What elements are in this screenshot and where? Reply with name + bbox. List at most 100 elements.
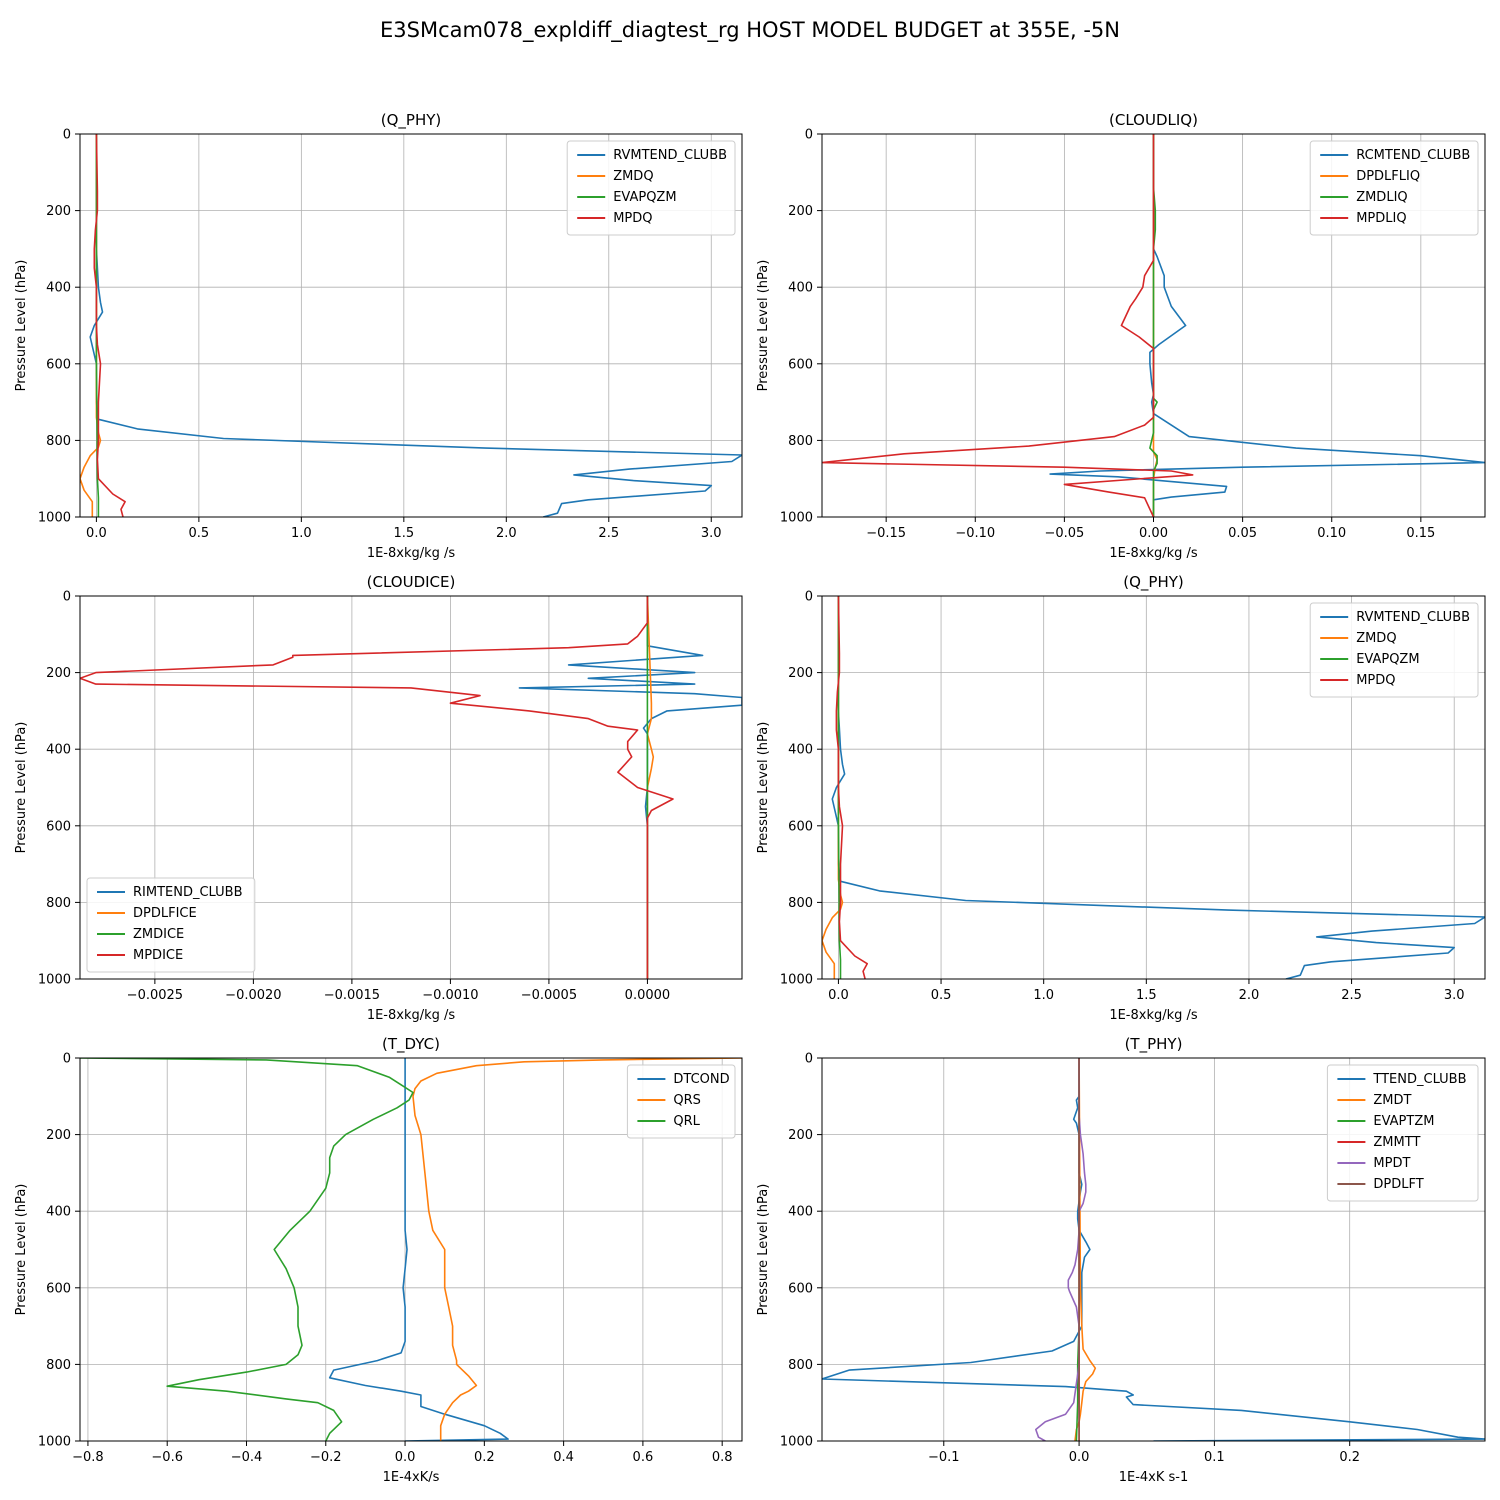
y-tick-label: 1000: [780, 511, 813, 526]
legend-frame: [1309, 140, 1479, 236]
y-tick-label: 0: [805, 590, 813, 605]
legend-label-mpdliq: MPDLIQ: [1356, 211, 1406, 226]
series-line-rimtend-clubb: [518, 596, 742, 979]
y-tick-label: 0: [805, 128, 813, 143]
chart-panel-3: −0.0025 −0.0020 −0.0015 −0.0010 −0.0005 0.000…: [14, 573, 743, 1023]
y-axis-label: Pressure Level (hPa): [756, 722, 771, 854]
y-tick-label: 600: [788, 357, 813, 372]
x-tick-label: 0.6: [633, 1450, 654, 1465]
y-tick-label: 800: [46, 896, 71, 911]
y-tick-label: 1000: [38, 511, 71, 526]
x-axis-label: 1E-8xkg/kg /s: [367, 1008, 456, 1023]
x-axis-label: 1E-8xkg/kg /s: [1109, 1008, 1198, 1023]
axes-frame: [821, 595, 1486, 980]
x-tick-label: 1.5: [1136, 988, 1157, 1003]
y-tick-label: 800: [46, 434, 71, 449]
x-tick-label: −0.0015: [324, 988, 380, 1003]
chart-title: (CLOUDLIQ): [1109, 111, 1198, 129]
x-tick-label: −0.2: [310, 1450, 342, 1465]
y-tick-label: 1000: [780, 973, 813, 988]
legend-label-zmdt: ZMDT: [1373, 1093, 1411, 1108]
axes-frame: [79, 133, 743, 518]
series-line-mpdt: [1035, 1058, 1087, 1441]
legend-label-mpdice: MPDICE: [133, 948, 183, 963]
grid: [822, 595, 1485, 980]
series-line-rvmtend-clubb: [89, 134, 742, 517]
series-group: [80, 134, 742, 517]
chart-panel-4: 0.0 0.5 1.0 1.5 2.0 2.5 3.0 0 200 400 600 800 1000 (Q…: [756, 573, 1486, 1023]
legend-label-dpdlfice: DPDLFICE: [133, 906, 197, 921]
legend-label-zmdliq: ZMDLIQ: [1356, 190, 1407, 205]
series-group: [80, 1058, 742, 1441]
x-tick-label: −0.0025: [127, 988, 183, 1003]
y-tick-label: 1000: [780, 1435, 813, 1450]
axes-frame: [79, 595, 743, 980]
chart-title: (T_PHY): [1125, 1035, 1183, 1054]
chart-title: (Q_PHY): [381, 111, 442, 130]
legend-label-qrl: QRL: [673, 1114, 700, 1129]
chart-panel-2: −0.15 −0.10 −0.05 0.00 0.05 0.10 0.15 0 200 400 60…: [756, 111, 1486, 561]
series-line-dtcond: [328, 1058, 509, 1441]
y-axis-label: Pressure Level (hPa): [756, 1184, 771, 1316]
legend: RVMTEND_CLUBB ZMDQ EVAPQZM MPDQ: [1309, 602, 1479, 698]
series-line-qrs: [412, 1058, 742, 1441]
x-axis-label: 1E-4xK/s: [383, 1470, 440, 1485]
y-tick-label: 400: [46, 1205, 71, 1220]
x-tick-label: 2.5: [1341, 988, 1362, 1003]
chart-title: (T_DYC): [382, 1035, 440, 1054]
axes-frame: [821, 1057, 1486, 1442]
y-tick-label: 200: [46, 204, 71, 219]
legend-label-dpdlft: DPDLFT: [1373, 1177, 1423, 1192]
legend-label-qrs: QRS: [673, 1093, 701, 1108]
y-axis-label: Pressure Level (hPa): [14, 260, 29, 392]
y-axis-label: Pressure Level (hPa): [14, 1184, 29, 1316]
x-tick-label: −0.8: [72, 1450, 104, 1465]
y-tick-label: 600: [788, 819, 813, 834]
x-tick-label: 3.0: [701, 526, 722, 541]
x-tick-label: 0.05: [1228, 526, 1257, 541]
y-tick-label: 800: [788, 1358, 813, 1373]
x-tick-label: 0.00: [1139, 526, 1168, 541]
axes-frame: [79, 1057, 743, 1442]
x-tick-label: 3.0: [1444, 988, 1465, 1003]
y-tick-label: 600: [46, 357, 71, 372]
x-tick-label: −0.15: [866, 526, 906, 541]
y-tick-label: 400: [788, 743, 813, 758]
x-tick-label: 0.8: [712, 1450, 733, 1465]
y-tick-label: 0: [63, 1052, 71, 1067]
legend-frame: [626, 1064, 736, 1139]
y-tick-label: 0: [805, 1052, 813, 1067]
x-tick-label: −0.0005: [521, 988, 577, 1003]
legend-label-rcmtend-clubb: RCMTEND_CLUBB: [1356, 148, 1470, 163]
x-tick-label: 0.10: [1317, 526, 1346, 541]
series-line-mpdliq: [822, 134, 1194, 517]
legend-label-zmdq: ZMDQ: [613, 169, 653, 184]
x-tick-label: −0.1: [928, 1450, 960, 1465]
legend-label-mpdq: MPDQ: [1356, 673, 1395, 688]
chart-panel-1: 0.0 0.5 1.0 1.5 2.0 2.5 3.0 0 200 400 600 800 1000 (Q…: [14, 111, 743, 561]
series-line-mpdq: [835, 596, 869, 979]
legend: DTCOND QRS QRL: [626, 1064, 736, 1139]
chart-title: (CLOUDICE): [367, 573, 456, 591]
x-tick-label: 0.0: [86, 526, 107, 541]
legend-label-zmmtt: ZMMTT: [1373, 1135, 1420, 1150]
series-group: [80, 596, 742, 979]
legend-label-zmdice: ZMDICE: [133, 927, 184, 942]
legend-label-evapqzm: EVAPQZM: [1356, 652, 1419, 667]
x-tick-label: 0.0: [828, 988, 849, 1003]
legend-frame: [566, 140, 736, 236]
y-tick-label: 200: [788, 204, 813, 219]
legend: RVMTEND_CLUBB ZMDQ EVAPQZM MPDQ: [566, 140, 736, 236]
x-tick-label: 2.0: [496, 526, 517, 541]
y-tick-label: 0: [63, 590, 71, 605]
series-group: [822, 134, 1485, 517]
x-tick-label: 0.0: [1069, 1450, 1090, 1465]
legend-frame: [1309, 602, 1479, 698]
y-tick-label: 200: [46, 1128, 71, 1143]
y-tick-label: 800: [788, 896, 813, 911]
y-tick-label: 200: [788, 1128, 813, 1143]
x-tick-label: 2.0: [1239, 988, 1260, 1003]
legend-label-rimtend-clubb: RIMTEND_CLUBB: [133, 885, 243, 900]
x-tick-label: −0.6: [151, 1450, 183, 1465]
